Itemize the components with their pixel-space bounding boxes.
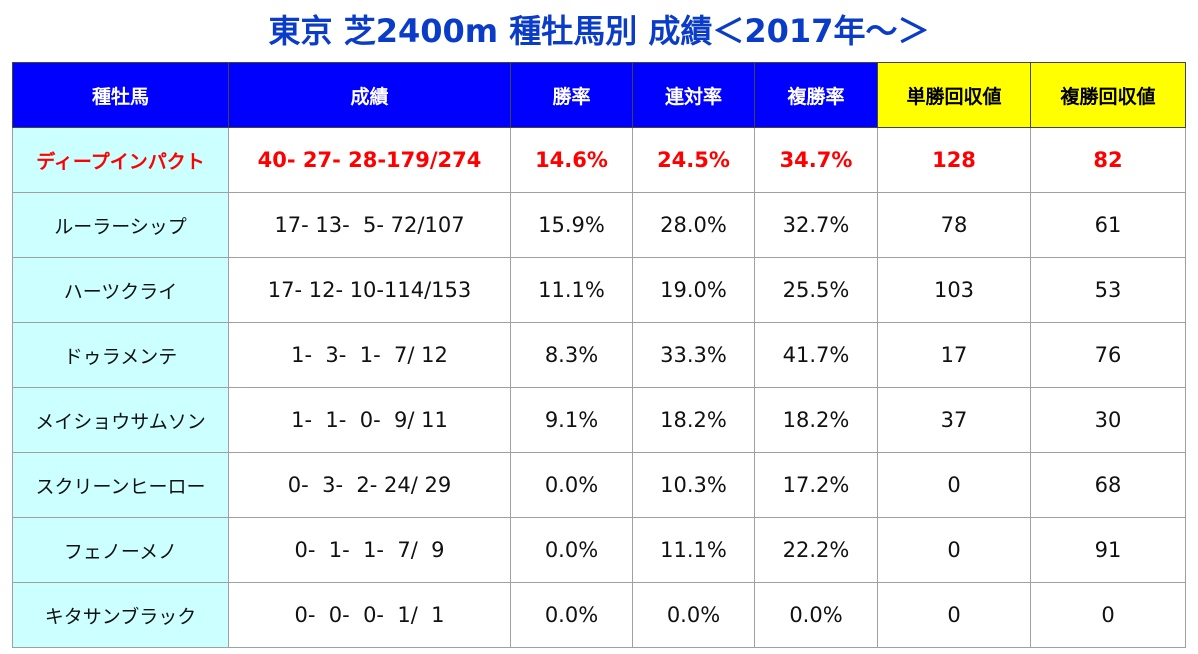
column-header: 勝率 xyxy=(510,62,633,128)
cell: 68 xyxy=(1030,452,1186,518)
column-header: 連対率 xyxy=(632,62,755,128)
table-row: スクリーンヒーロー 0- 3- 2- 24/ 29 0.0% 10.3% 17.2% 0 6… xyxy=(12,452,1186,518)
cell: 53 xyxy=(1030,257,1186,323)
sire-name: ディープインパクト xyxy=(12,127,229,193)
cell: 0.0% xyxy=(632,582,755,648)
cell: 32.7% xyxy=(754,192,878,258)
sire-name: ルーラーシップ xyxy=(12,192,229,258)
column-header: 複勝率 xyxy=(754,62,878,128)
cell: 76 xyxy=(1030,322,1186,388)
cell: 17- 13- 5- 72/107 xyxy=(228,192,511,258)
cell: 24.5% xyxy=(632,127,755,193)
cell: 34.7% xyxy=(754,127,878,193)
table-row: ドゥラメンテ 1- 3- 1- 7/ 12 8.3% 33.3% 41.7% 17 76 xyxy=(12,322,1186,388)
cell: 8.3% xyxy=(510,322,633,388)
title: 東京 芝2400m 種牡馬別 成績＜2017年～＞ xyxy=(268,12,930,50)
cell: 15.9% xyxy=(510,192,633,258)
cell: 10.3% xyxy=(632,452,755,518)
cell: 0.0% xyxy=(510,582,633,648)
cell: 0- 0- 0- 1/ 1 xyxy=(228,582,511,648)
table-row: フェノーメノ 0- 1- 1- 7/ 9 0.0% 11.1% 22.2% 0 91 xyxy=(12,517,1186,583)
cell: 82 xyxy=(1030,127,1186,193)
cell: 19.0% xyxy=(632,257,755,323)
cell: 30 xyxy=(1030,387,1186,453)
cell: 78 xyxy=(877,192,1031,258)
header-row: 種牡馬 成績 勝率 連対率 複勝率 単勝回収値 複勝回収値 xyxy=(12,62,1186,128)
column-header: 複勝回収値 xyxy=(1030,62,1186,128)
column-header: 種牡馬 xyxy=(12,62,229,128)
cell: 91 xyxy=(1030,517,1186,583)
cell: 18.2% xyxy=(754,387,878,453)
sire-name: ハーツクライ xyxy=(12,257,229,323)
cell: 17 xyxy=(877,322,1031,388)
cell: 14.6% xyxy=(510,127,633,193)
cell: 41.7% xyxy=(754,322,878,388)
table-row: キタサンブラック 0- 0- 0- 1/ 1 0.0% 0.0% 0.0% 0 0 xyxy=(12,582,1186,648)
table-row: ディープインパクト 40- 27- 28-179/274 14.6% 24.5% 34.… xyxy=(12,127,1186,193)
cell: 1- 1- 0- 9/ 11 xyxy=(228,387,511,453)
cell: 0- 3- 2- 24/ 29 xyxy=(228,452,511,518)
cell: 11.1% xyxy=(632,517,755,583)
cell: 103 xyxy=(877,257,1031,323)
cell: 37 xyxy=(877,387,1031,453)
cell: 1- 3- 1- 7/ 12 xyxy=(228,322,511,388)
cell: 0 xyxy=(877,517,1031,583)
sire-name: キタサンブラック xyxy=(12,582,229,648)
cell: 28.0% xyxy=(632,192,755,258)
cell: 128 xyxy=(877,127,1031,193)
cell: 17.2% xyxy=(754,452,878,518)
sire-name: ドゥラメンテ xyxy=(12,322,229,388)
cell: 9.1% xyxy=(510,387,633,453)
cell: 61 xyxy=(1030,192,1186,258)
cell: 25.5% xyxy=(754,257,878,323)
cell: 0 xyxy=(877,452,1031,518)
cell: 11.1% xyxy=(510,257,633,323)
sire-name: スクリーンヒーロー xyxy=(12,452,229,518)
table-row: ハーツクライ 17- 12- 10-114/153 11.1% 19.0% 25.5% 1… xyxy=(12,257,1186,323)
cell: 22.2% xyxy=(754,517,878,583)
cell: 0 xyxy=(877,582,1031,648)
results-table: 種牡馬 成績 勝率 連対率 複勝率 単勝回収値 複勝回収値 ディープインパクト 40- 27- … xyxy=(12,62,1186,648)
cell: 0.0% xyxy=(754,582,878,648)
cell: 0.0% xyxy=(510,452,633,518)
cell: 0- 1- 1- 7/ 9 xyxy=(228,517,511,583)
column-header: 単勝回収値 xyxy=(877,62,1031,128)
table-row: メイショウサムソン 1- 1- 0- 9/ 11 9.1% 18.2% 18.2% 37 3… xyxy=(12,387,1186,453)
cell: 18.2% xyxy=(632,387,755,453)
sire-name: メイショウサムソン xyxy=(12,387,229,453)
column-header: 成績 xyxy=(228,62,511,128)
cell: 33.3% xyxy=(632,322,755,388)
cell: 40- 27- 28-179/274 xyxy=(228,127,511,193)
sire-name: フェノーメノ xyxy=(12,517,229,583)
cell: 17- 12- 10-114/153 xyxy=(228,257,511,323)
table-row: ルーラーシップ 17- 13- 5- 72/107 15.9% 28.0% 32.7% 7… xyxy=(12,192,1186,258)
cell: 0 xyxy=(1030,582,1186,648)
cell: 0.0% xyxy=(510,517,633,583)
